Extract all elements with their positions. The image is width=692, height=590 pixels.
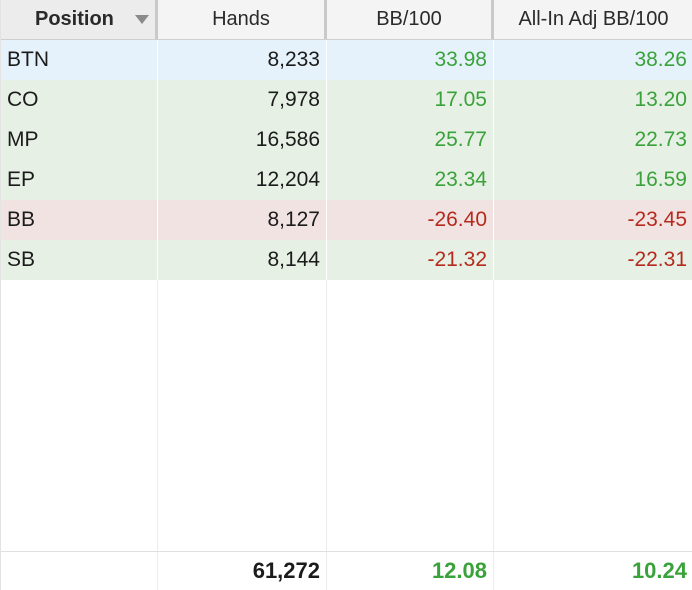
cell-hands: 7,978 [158,80,327,120]
cell-hands: 12,204 [158,160,327,200]
cell-bb100: -21.32 [327,240,494,280]
table-row[interactable]: SB 8,144 -21.32 -22.31 [1,240,692,280]
sort-descending-icon[interactable] [135,15,149,24]
table-row[interactable]: CO 7,978 17.05 13.20 [1,80,692,120]
cell-position: BB [1,200,158,240]
table-row[interactable]: EP 12,204 23.34 16.59 [1,160,692,200]
column-header-bb100[interactable]: BB/100 [327,0,494,39]
cell-position: CO [1,80,158,120]
totals-row: 61,272 12.08 10.24 [1,551,692,590]
column-header-label: All-In Adj BB/100 [518,8,669,30]
cell-hands: 8,144 [158,240,327,280]
cell-bb100: 17.05 [327,80,494,120]
cell-allin-adj-bb100: -23.45 [627,208,687,231]
cell-position: EP [1,160,158,200]
column-header-hands[interactable]: Hands [158,0,327,39]
table-row[interactable]: MP 16,586 25.77 22.73 [1,120,692,160]
cell-bb100: 33.98 [327,40,494,80]
column-divider [493,280,494,590]
cell-hands: 8,233 [158,40,327,80]
total-hands: 61,272 [158,552,327,590]
cell-position: MP [1,120,158,160]
total-bb100: 12.08 [327,552,494,590]
cell-bb100: 23.34 [327,160,494,200]
cell-position: BTN [1,40,158,80]
cell-allin-adj-bb100: 22.73 [634,128,687,151]
total-allin-adj-bb100: 10.24 [631,558,687,583]
cell-bb100: 25.77 [327,120,494,160]
column-divider [326,280,327,590]
column-divider [157,280,158,590]
cell-bb100: -26.40 [327,200,494,240]
column-header-label: Position [35,8,114,30]
cell-hands: 8,127 [158,200,327,240]
column-header-allin-adj-bb100[interactable]: All-In Adj BB/100 [494,0,692,39]
cell-allin-adj-bb100: 38.26 [634,48,687,71]
column-header-label: BB/100 [376,8,442,30]
cell-allin-adj-bb100: -22.31 [627,248,687,271]
table-header: Position Hands BB/100 All-In Adj BB/100 [1,0,692,40]
table-row[interactable]: BB 8,127 -26.40 -23.45 [1,200,692,240]
table-row[interactable]: BTN 8,233 33.98 38.26 [1,40,692,80]
cell-hands: 16,586 [158,120,327,160]
column-header-position[interactable]: Position [1,0,158,39]
cell-allin-adj-bb100: 16.59 [634,168,687,191]
column-header-label: Hands [212,8,270,30]
total-position [1,552,158,590]
cell-allin-adj-bb100: 13.20 [634,88,687,111]
cell-position: SB [1,240,158,280]
table-body: BTN 8,233 33.98 38.26 CO 7,978 17.05 13.… [1,40,692,280]
